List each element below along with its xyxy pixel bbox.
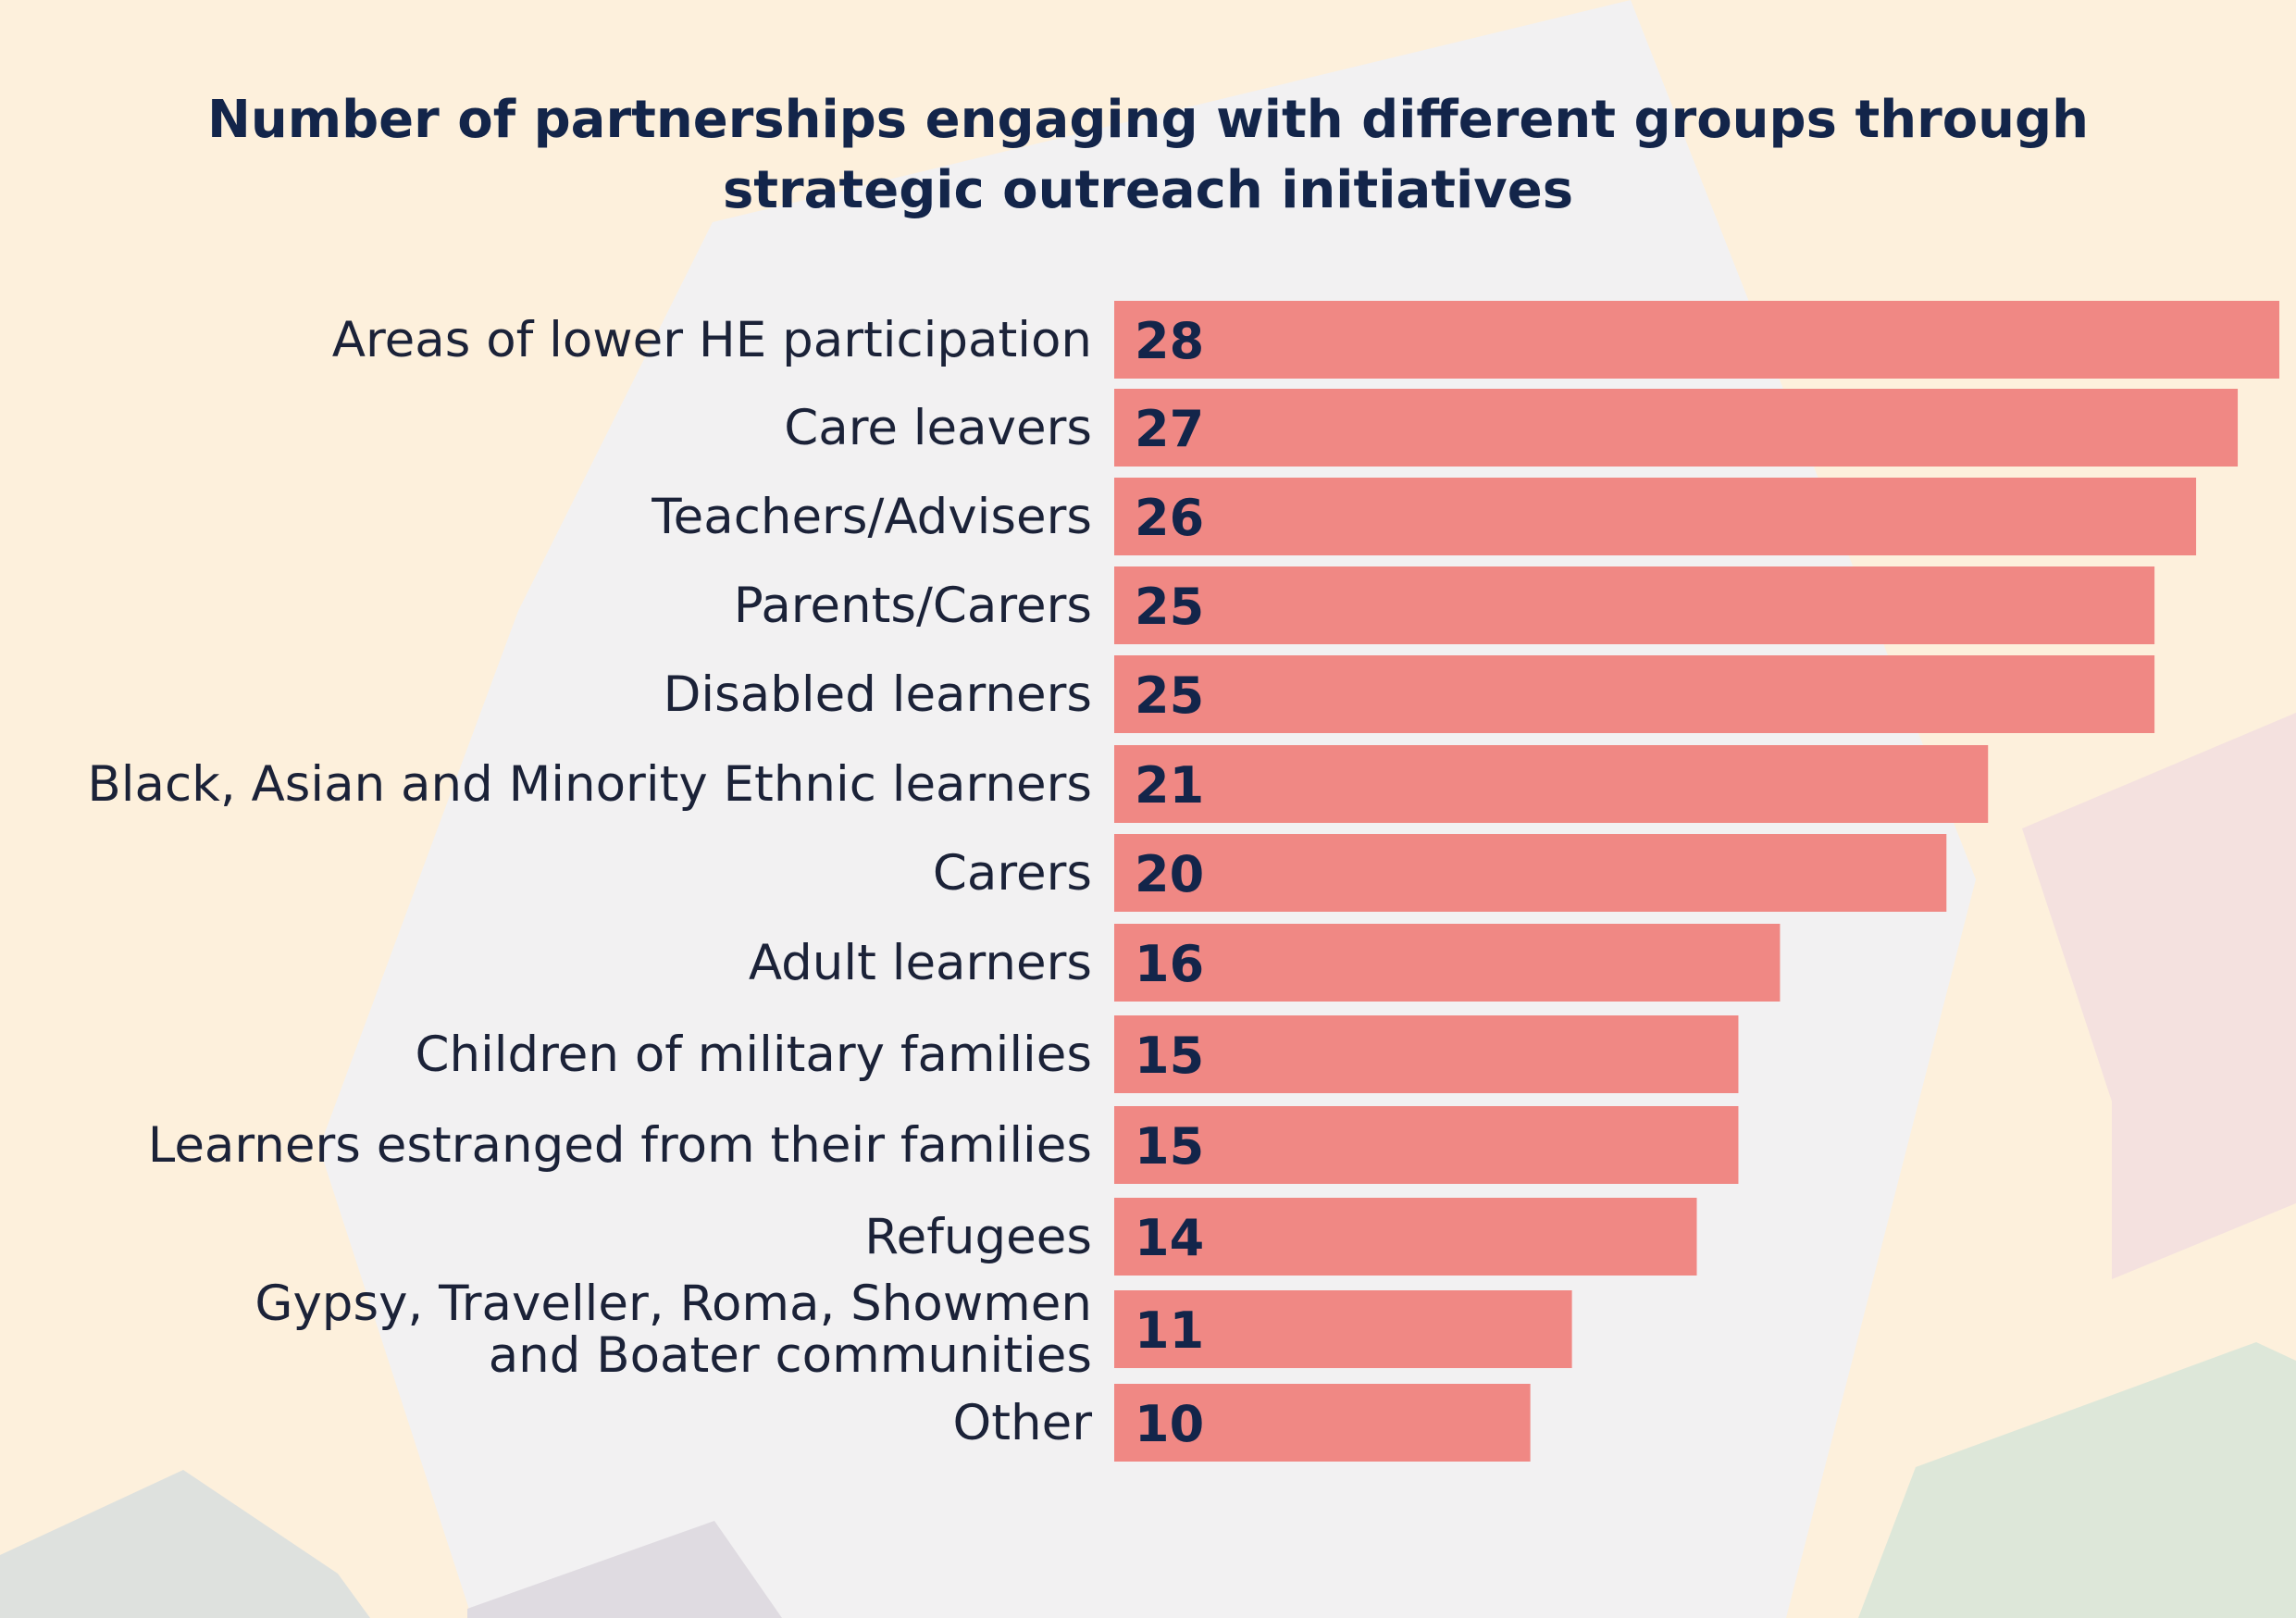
- bar-12: [1114, 1384, 1531, 1462]
- category-label-6: Carers: [933, 845, 1092, 902]
- value-label-8: 15: [1135, 1027, 1204, 1085]
- value-label-3: 25: [1135, 578, 1204, 636]
- category-label-3: Parents/Carers: [734, 578, 1092, 634]
- category-label-5: Black, Asian and Minority Ethnic learner…: [87, 756, 1092, 813]
- category-label-11-line-1: and Boater communities: [489, 1327, 1092, 1384]
- value-label-12: 10: [1135, 1395, 1204, 1453]
- bg-gray-shape: [0, 1470, 370, 1618]
- category-label-7: Adult learners: [749, 935, 1092, 991]
- bar-1: [1114, 389, 2239, 467]
- category-label-1: Care leavers: [784, 400, 1092, 456]
- category-label-4: Disabled learners: [664, 666, 1092, 723]
- bar-3: [1114, 566, 2155, 644]
- category-label-9: Learners estranged from their families: [148, 1117, 1092, 1174]
- value-label-4: 25: [1135, 666, 1204, 725]
- chart-title: Number of partnerships engaging with dif…: [206, 90, 2089, 220]
- value-label-2: 26: [1135, 489, 1204, 547]
- value-label-6: 20: [1135, 845, 1204, 903]
- value-label-0: 28: [1135, 312, 1204, 370]
- bar-9: [1114, 1106, 1739, 1184]
- bg-green-shape: [1858, 1342, 2296, 1618]
- bar-5: [1114, 745, 1989, 823]
- category-label-0: Areas of lower HE participation: [332, 312, 1092, 368]
- category-label-10: Refugees: [864, 1209, 1092, 1265]
- bar-6: [1114, 834, 1947, 912]
- bar-8: [1114, 1015, 1739, 1093]
- value-label-5: 21: [1135, 756, 1204, 815]
- category-label-12: Other: [953, 1395, 1093, 1451]
- bar-0: [1114, 301, 2279, 379]
- bar-4: [1114, 655, 2155, 733]
- value-label-9: 15: [1135, 1117, 1204, 1176]
- bg-lavender-shape: [467, 1521, 782, 1618]
- value-label-7: 16: [1135, 935, 1204, 993]
- bar-10: [1114, 1198, 1697, 1276]
- value-label-11: 11: [1135, 1301, 1204, 1360]
- bg-pink-shape: [2022, 713, 2296, 1279]
- value-label-10: 14: [1135, 1209, 1204, 1267]
- category-label-11-line-0: Gypsy, Traveller, Roma, Showmen: [254, 1276, 1092, 1332]
- bar-11: [1114, 1290, 1572, 1368]
- value-label-1: 27: [1135, 400, 1204, 458]
- bar-7: [1114, 924, 1781, 1002]
- category-label-2: Teachers/Advisers: [651, 489, 1092, 545]
- category-label-8: Children of military families: [415, 1027, 1092, 1083]
- bar-2: [1114, 478, 2197, 555]
